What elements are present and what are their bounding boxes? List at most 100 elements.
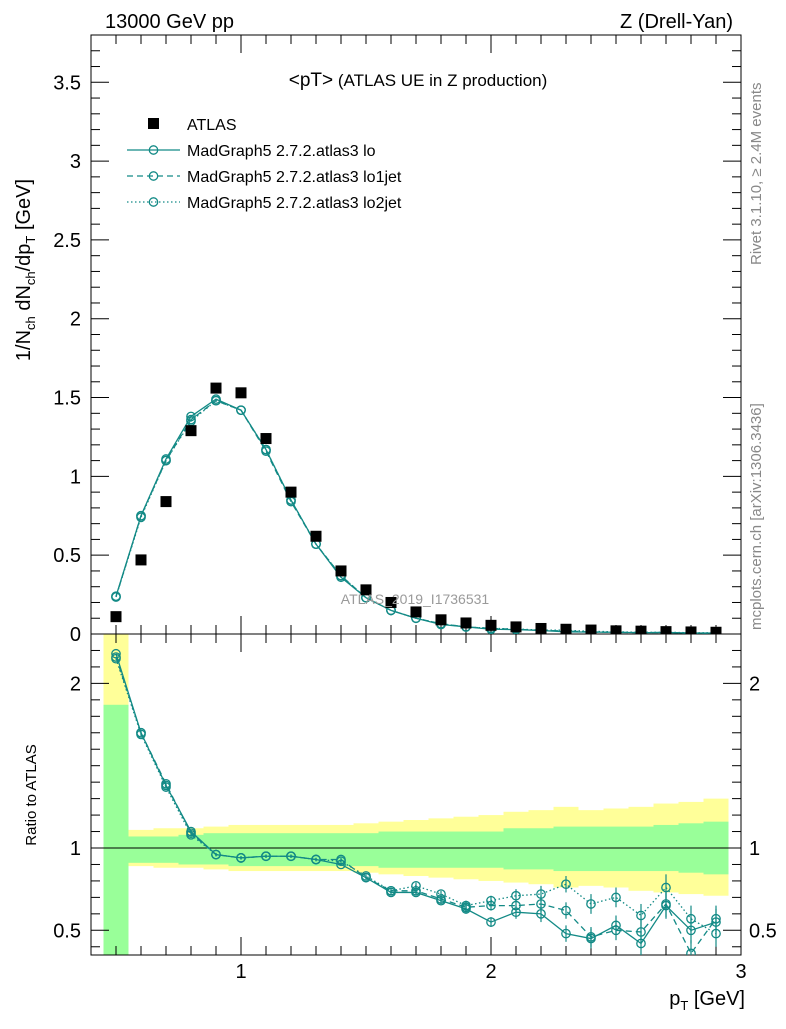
ratio-point-2-8 (311, 854, 321, 865)
ylabel-sub1: ch (23, 316, 38, 330)
ratio-point-2-1 (136, 729, 146, 740)
legend-entry-lo: MadGraph5 2.7.2.atlas3 lo (127, 143, 376, 160)
main-y-tick-label: 0.5 (53, 545, 81, 567)
xlabel-sub: T (680, 998, 688, 1013)
ratio-point-2-3 (186, 829, 196, 840)
ratio-point-1-19 (586, 932, 596, 942)
axis-ticks (90, 34, 742, 955)
main-series (110, 382, 722, 634)
atlas-point-14 (460, 617, 472, 629)
ratio-point-1-21 (636, 927, 646, 937)
ylabel-sub3: T (23, 236, 38, 244)
ylabel-part3: /dp (13, 244, 35, 272)
legend-label-lo2jet: MadGraph5 2.7.2.atlas3 lo2jet (187, 195, 402, 212)
atlas-point-4 (210, 382, 222, 394)
legend-marker-lo2jet (148, 197, 159, 207)
ratio-point-2-11 (386, 885, 396, 896)
ratio-point-2-16 (511, 890, 521, 901)
ratio-point-2-7 (286, 851, 296, 862)
band-inner-13 (428, 831, 454, 868)
main-y-tick-label: 0 (70, 624, 81, 646)
main-y-tick-label: 2.5 (53, 230, 81, 252)
band-inner-12 (403, 831, 429, 868)
ratio-point-2-18 (561, 879, 571, 890)
atlas-point-12 (410, 606, 422, 618)
ylabel-part1: 1/N (13, 330, 35, 361)
ratio-point-2-24 (711, 928, 721, 939)
main-point-3-4 (211, 395, 221, 406)
atlas-point-2 (160, 496, 172, 508)
band-inner-18 (553, 826, 579, 872)
band-inner-6 (253, 833, 279, 867)
ratio-point-0-18 (561, 928, 571, 939)
ratio-y-axis-label: Ratio to ATLAS (23, 744, 40, 845)
main-y-tick-label: 3.5 (53, 72, 81, 94)
main-y-tick-label: 1.5 (53, 388, 81, 410)
main-y-tick-label: 1 (70, 466, 81, 488)
ratio-y-tick-label-left: 0.5 (53, 920, 81, 942)
ratio-plot-frame (90, 633, 742, 956)
band-inner-5 (228, 833, 254, 867)
atlas-point-20 (610, 625, 622, 634)
band-inner-15 (478, 831, 504, 868)
legend-label-atlas: ATLAS (187, 117, 237, 134)
main-point-3-5 (236, 405, 246, 416)
legend-marker-lo (148, 145, 159, 155)
header-right: Z (Drell-Yan) (620, 11, 733, 33)
atlas-point-16 (510, 621, 522, 633)
ratio-point-2-17 (536, 889, 546, 899)
legend-entry-atlas: ATLAS (148, 117, 237, 134)
ratio-y-tick-label-right: 2 (749, 673, 760, 695)
main-line-3 (115, 399, 716, 634)
ylabel-unit: [GeV] (13, 179, 35, 236)
ratio-point-2-21 (636, 910, 646, 921)
atlas-point-5 (235, 387, 247, 399)
ratio-point-2-10 (361, 871, 371, 881)
analysis-watermark: ATLAS_2019_I1736531 (341, 591, 490, 607)
main-point-3-1 (136, 512, 146, 523)
atlas-point-8 (310, 530, 322, 542)
x-tick-label: 1 (235, 961, 246, 983)
atlas-point-0 (110, 611, 122, 623)
ratio-point-2-23 (686, 913, 696, 924)
ylabel-part2: dN (13, 285, 35, 316)
legend-label-lo1jet: MadGraph5 2.7.2.atlas3 lo1jet (187, 169, 402, 186)
ratio-point-2-6 (261, 851, 271, 862)
main-y-axis-label: 1/Nch dNch/dpT [GeV] (13, 179, 38, 361)
band-inner-0 (103, 704, 129, 955)
ratio-point-2-4 (211, 849, 221, 860)
ylabel-sub2: ch (23, 271, 38, 285)
atlas-point-9 (335, 565, 347, 577)
ratio-point-0-15 (486, 917, 496, 927)
ratio-uncertainty-bands (103, 634, 729, 955)
atlas-point-17 (535, 622, 547, 634)
tick-labels: 1 2 3 0 0.5 1 1.5 2 2.5 3 3.5 0.5 0.5 1 1 2 2 (53, 72, 777, 983)
atlas-point-11 (385, 596, 397, 608)
main-point-3-2 (161, 455, 171, 466)
legend-marker-atlas (148, 118, 159, 129)
band-inner-10 (353, 833, 379, 867)
ratio-point-2-13 (436, 889, 446, 899)
ratio-point-1-23 (686, 948, 696, 955)
band-inner-11 (378, 831, 404, 868)
ratio-point-2-5 (236, 853, 246, 863)
band-inner-2 (153, 836, 179, 863)
band-inner-19 (578, 826, 604, 872)
main-y-tick-label: 3 (70, 151, 81, 173)
atlas-point-15 (485, 619, 497, 631)
main-title: <pT> (ATLAS UE in Z production) (289, 70, 548, 91)
atlas-point-19 (585, 624, 597, 634)
ratio-point-2-19 (586, 899, 596, 909)
x-axis-label: pT [GeV] (669, 988, 745, 1013)
atlas-point-21 (635, 625, 647, 634)
ratio-series (111, 648, 721, 955)
ratio-y-tick-label-right: 1 (749, 838, 760, 860)
x-tick-label: 3 (735, 961, 746, 983)
mcplots-label: mcplots.cern.ch [arXiv:1306.3436] (748, 403, 765, 630)
band-inner-20 (603, 826, 629, 872)
atlas-point-10 (360, 584, 372, 596)
legend-entry-lo2jet: MadGraph5 2.7.2.atlas3 lo2jet (127, 195, 402, 212)
main-title-prefix: <pT> (289, 70, 333, 91)
